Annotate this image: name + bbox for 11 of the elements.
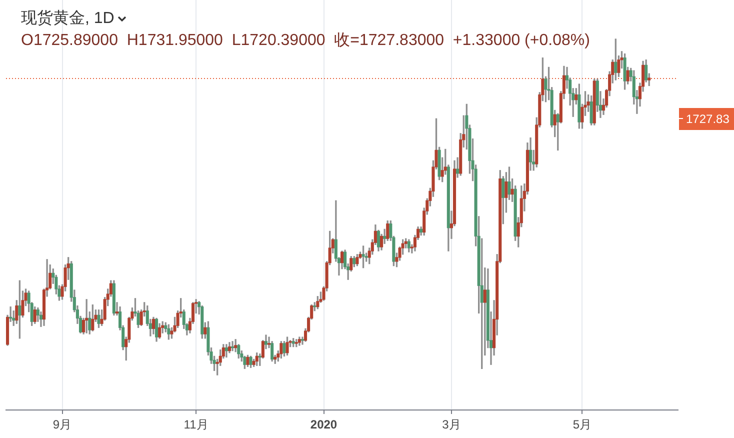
candlestick: [224, 344, 228, 358]
x-tick-label: 2020: [310, 418, 338, 432]
text: 1727.83: [679, 108, 734, 130]
x-tick-label: 3月: [442, 418, 461, 432]
candlestick: [231, 341, 234, 352]
x-tick-label: 5月: [572, 418, 592, 432]
chart-subtitle: O1725.89000 H1731.95000 L1720.39000 收=1727.83000 +1.33000 (+0.08%): [21, 31, 590, 50]
candlestick: [85, 299, 88, 334]
chart-title: 现货黄金, 1D: [21, 9, 114, 28]
x-tick-label: 9月: [52, 418, 72, 432]
x-tick-label: 11月: [184, 418, 208, 432]
